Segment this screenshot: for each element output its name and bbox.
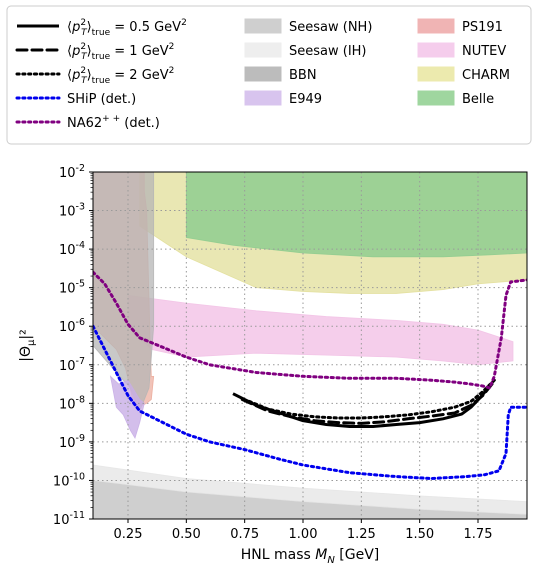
legend-swatch: [244, 18, 282, 34]
legend-label: CHARM: [462, 68, 510, 83]
legend-swatch: [417, 42, 455, 58]
legend-label: NUTEV: [462, 44, 506, 59]
legend-swatch: [417, 66, 455, 82]
legend-label: NA62+ + (det.): [67, 114, 160, 131]
y-tick-label: 10-2: [59, 163, 85, 181]
y-axis-title: |Θμ|²: [18, 329, 37, 361]
series-p-t-2-true-1-gev2: [240, 382, 494, 425]
legend-item-seesaw-nh: Seesaw (NH): [244, 18, 372, 35]
y-tick-label: 10-3: [59, 202, 85, 220]
series-na62-det: [93, 270, 527, 390]
series-ship-det: [93, 324, 527, 480]
x-tick-label: 1.50: [405, 527, 434, 542]
legend-label: Belle: [462, 92, 494, 107]
legend-swatch: [244, 90, 282, 106]
y-tick-label: 10-5: [59, 279, 85, 297]
legend-item-ps191: PS191: [417, 18, 503, 35]
y-tick-label: 10-11: [53, 510, 85, 528]
legend-item-na62-det: NA62+ + (det.): [15, 114, 160, 131]
y-tick-label: 10-6: [59, 317, 85, 335]
legend-label: SHiP (det.): [67, 92, 136, 107]
y-tick-label: 10-4: [59, 240, 85, 258]
legend-item-e949: E949: [244, 90, 322, 107]
y-tick-label: 10-8: [59, 394, 85, 412]
series-p-t-2-true-2-gev2: [247, 378, 496, 420]
legend-swatch: [417, 90, 455, 106]
legend-label: Seesaw (IH): [289, 44, 367, 59]
x-axis-title: HNL mass MN [GeV]: [241, 547, 380, 566]
plot-frame: [92, 171, 528, 520]
x-tick-label: 0.25: [114, 527, 143, 542]
legend-item-charm: CHARM: [417, 66, 510, 83]
y-tick-label: 10-10: [53, 471, 85, 489]
x-tick-label: 1.75: [464, 527, 493, 542]
x-tick-label: 1.25: [347, 527, 376, 542]
plot-area: [93, 172, 527, 519]
legend-label: PS191: [462, 20, 503, 35]
y-tick-label: 10-9: [59, 433, 85, 451]
legend-item-p-t-2-true-1-gev2: ⟨p2 T⟩true = 1 GeV2: [15, 42, 174, 62]
legend-item-nutev: NUTEV: [417, 42, 506, 59]
legend-item-p-t-2-true-2-gev2: ⟨p2 T⟩true = 2 GeV2: [15, 66, 174, 86]
legend-swatch: [244, 66, 282, 82]
legend-swatch: [417, 18, 455, 34]
x-tick-label: 1.00: [289, 527, 318, 542]
legend-label: E949: [289, 92, 322, 107]
legend-item-ship-det: SHiP (det.): [15, 92, 136, 107]
band-seesaw-ih: [93, 464, 527, 515]
legend: ⟨p2 T⟩true = 0.5 GeV2⟨p2 T⟩true = 1 GeV2⟨p…: [6, 5, 532, 145]
band-belle: [185, 172, 527, 258]
legend-item-seesaw-ih: Seesaw (IH): [244, 42, 367, 59]
legend-label: Seesaw (NH): [289, 20, 372, 35]
y-tick-label: 10-7: [59, 356, 85, 374]
legend-label: BBN: [289, 68, 317, 83]
legend-item-belle: Belle: [417, 90, 494, 107]
x-tick-label: 0.50: [172, 527, 201, 542]
x-tick-label: 0.75: [230, 527, 259, 542]
svg-text:|Θμ|²: |Θμ|²: [18, 329, 37, 361]
legend-item-bbn: BBN: [244, 66, 317, 83]
legend-swatch: [244, 42, 282, 58]
legend-label: ⟨p2 T⟩true = 2 GeV2: [67, 66, 174, 86]
